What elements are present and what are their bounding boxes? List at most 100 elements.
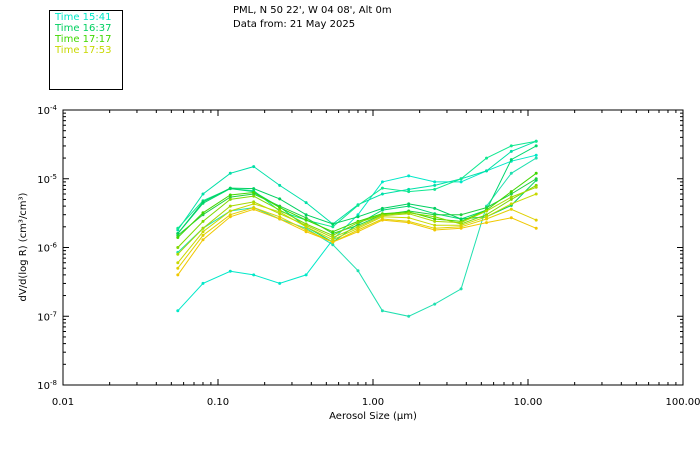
data-point — [433, 223, 437, 227]
data-point — [278, 281, 282, 285]
x-tick-label: 0.10 — [207, 397, 229, 408]
data-point — [252, 194, 256, 198]
data-point — [356, 269, 360, 273]
data-point — [485, 206, 488, 210]
y-tick-label: 10-6 — [37, 242, 57, 255]
data-point — [407, 187, 411, 191]
data-point — [433, 213, 437, 217]
data-point — [331, 233, 335, 237]
data-point — [380, 192, 384, 196]
data-point — [331, 240, 335, 244]
data-point — [485, 213, 488, 217]
data-point — [509, 192, 513, 196]
data-point — [252, 273, 256, 277]
chart-title: PML, N 50 22', W 04 08', Alt 0m — [233, 5, 392, 16]
data-point — [509, 190, 513, 194]
data-point — [331, 236, 335, 239]
x-tick-label: 1.00 — [362, 397, 384, 408]
data-point — [176, 226, 180, 230]
series-s11 — [176, 192, 538, 265]
x-tick-label: 10.00 — [514, 397, 543, 408]
data-point — [228, 204, 232, 208]
legend-item-1753: Time 17:53 — [55, 45, 112, 56]
data-point — [278, 206, 282, 210]
y-tick-label: 10-7 — [37, 310, 57, 323]
data-point — [176, 252, 180, 256]
data-point — [534, 185, 538, 189]
data-point — [459, 226, 463, 230]
data-point — [278, 197, 282, 201]
y-tick-label: 10-5 — [37, 173, 57, 186]
data-point — [201, 200, 205, 204]
data-point — [534, 171, 538, 175]
data-point — [228, 193, 232, 197]
data-point — [407, 174, 411, 178]
legend: Time 15:41 Time 16:37 Time 17:17 Time 17… — [49, 10, 123, 90]
data-point — [304, 201, 308, 205]
data-point — [485, 169, 488, 173]
data-point — [509, 144, 513, 148]
data-point — [228, 186, 232, 190]
data-point — [201, 233, 205, 237]
data-point — [201, 211, 205, 215]
data-point — [407, 212, 411, 216]
data-point — [331, 225, 335, 229]
data-point — [433, 219, 437, 223]
data-point — [459, 217, 463, 221]
data-point — [176, 261, 180, 265]
data-point — [176, 236, 180, 239]
data-point — [304, 216, 308, 220]
data-point — [433, 215, 437, 219]
legend-item-1717: Time 17:17 — [55, 34, 112, 45]
data-point — [509, 195, 513, 199]
series-s3 — [176, 156, 538, 318]
data-point — [228, 213, 232, 217]
data-point — [433, 180, 437, 184]
y-tick-label: 10-4 — [37, 104, 57, 117]
data-point — [201, 226, 205, 230]
data-point — [407, 221, 411, 225]
y-axis-ticks: 10-8 10-7 10-6 10-5 10-4 — [37, 104, 683, 392]
data-point — [534, 153, 538, 157]
data-point — [356, 230, 360, 234]
data-point — [485, 221, 488, 225]
data-point — [228, 215, 232, 219]
data-point — [380, 206, 384, 210]
data-point — [228, 269, 232, 273]
data-point — [459, 177, 463, 181]
data-point — [509, 149, 513, 153]
data-point — [176, 273, 180, 277]
legend-item-1637: Time 16:37 — [55, 23, 112, 34]
data-point — [252, 207, 256, 211]
data-point — [228, 195, 232, 199]
data-point — [509, 216, 513, 220]
data-point — [380, 180, 384, 184]
data-point — [433, 302, 437, 306]
data-point — [304, 213, 308, 217]
data-point — [509, 202, 513, 206]
data-point — [252, 187, 256, 191]
series-line — [177, 154, 537, 312]
data-point — [407, 190, 411, 194]
data-point — [459, 221, 463, 225]
data-point — [459, 213, 463, 217]
x-tick-label: 100.00 — [666, 397, 700, 408]
data-point — [380, 215, 384, 219]
data-point — [356, 213, 360, 217]
data-point — [278, 210, 282, 214]
data-point — [534, 177, 538, 181]
data-point — [278, 183, 282, 187]
series-line — [177, 157, 537, 317]
x-axis-label: Aerosol Size (μm) — [329, 411, 417, 422]
series-layer — [176, 139, 538, 318]
plot-frame — [62, 109, 684, 386]
data-point — [278, 215, 282, 219]
data-point — [201, 238, 205, 242]
data-point — [485, 217, 488, 221]
data-point — [380, 309, 384, 313]
data-point — [534, 144, 538, 148]
data-point — [407, 314, 411, 318]
data-point — [433, 183, 437, 187]
data-point — [228, 171, 232, 175]
data-point — [534, 139, 538, 143]
